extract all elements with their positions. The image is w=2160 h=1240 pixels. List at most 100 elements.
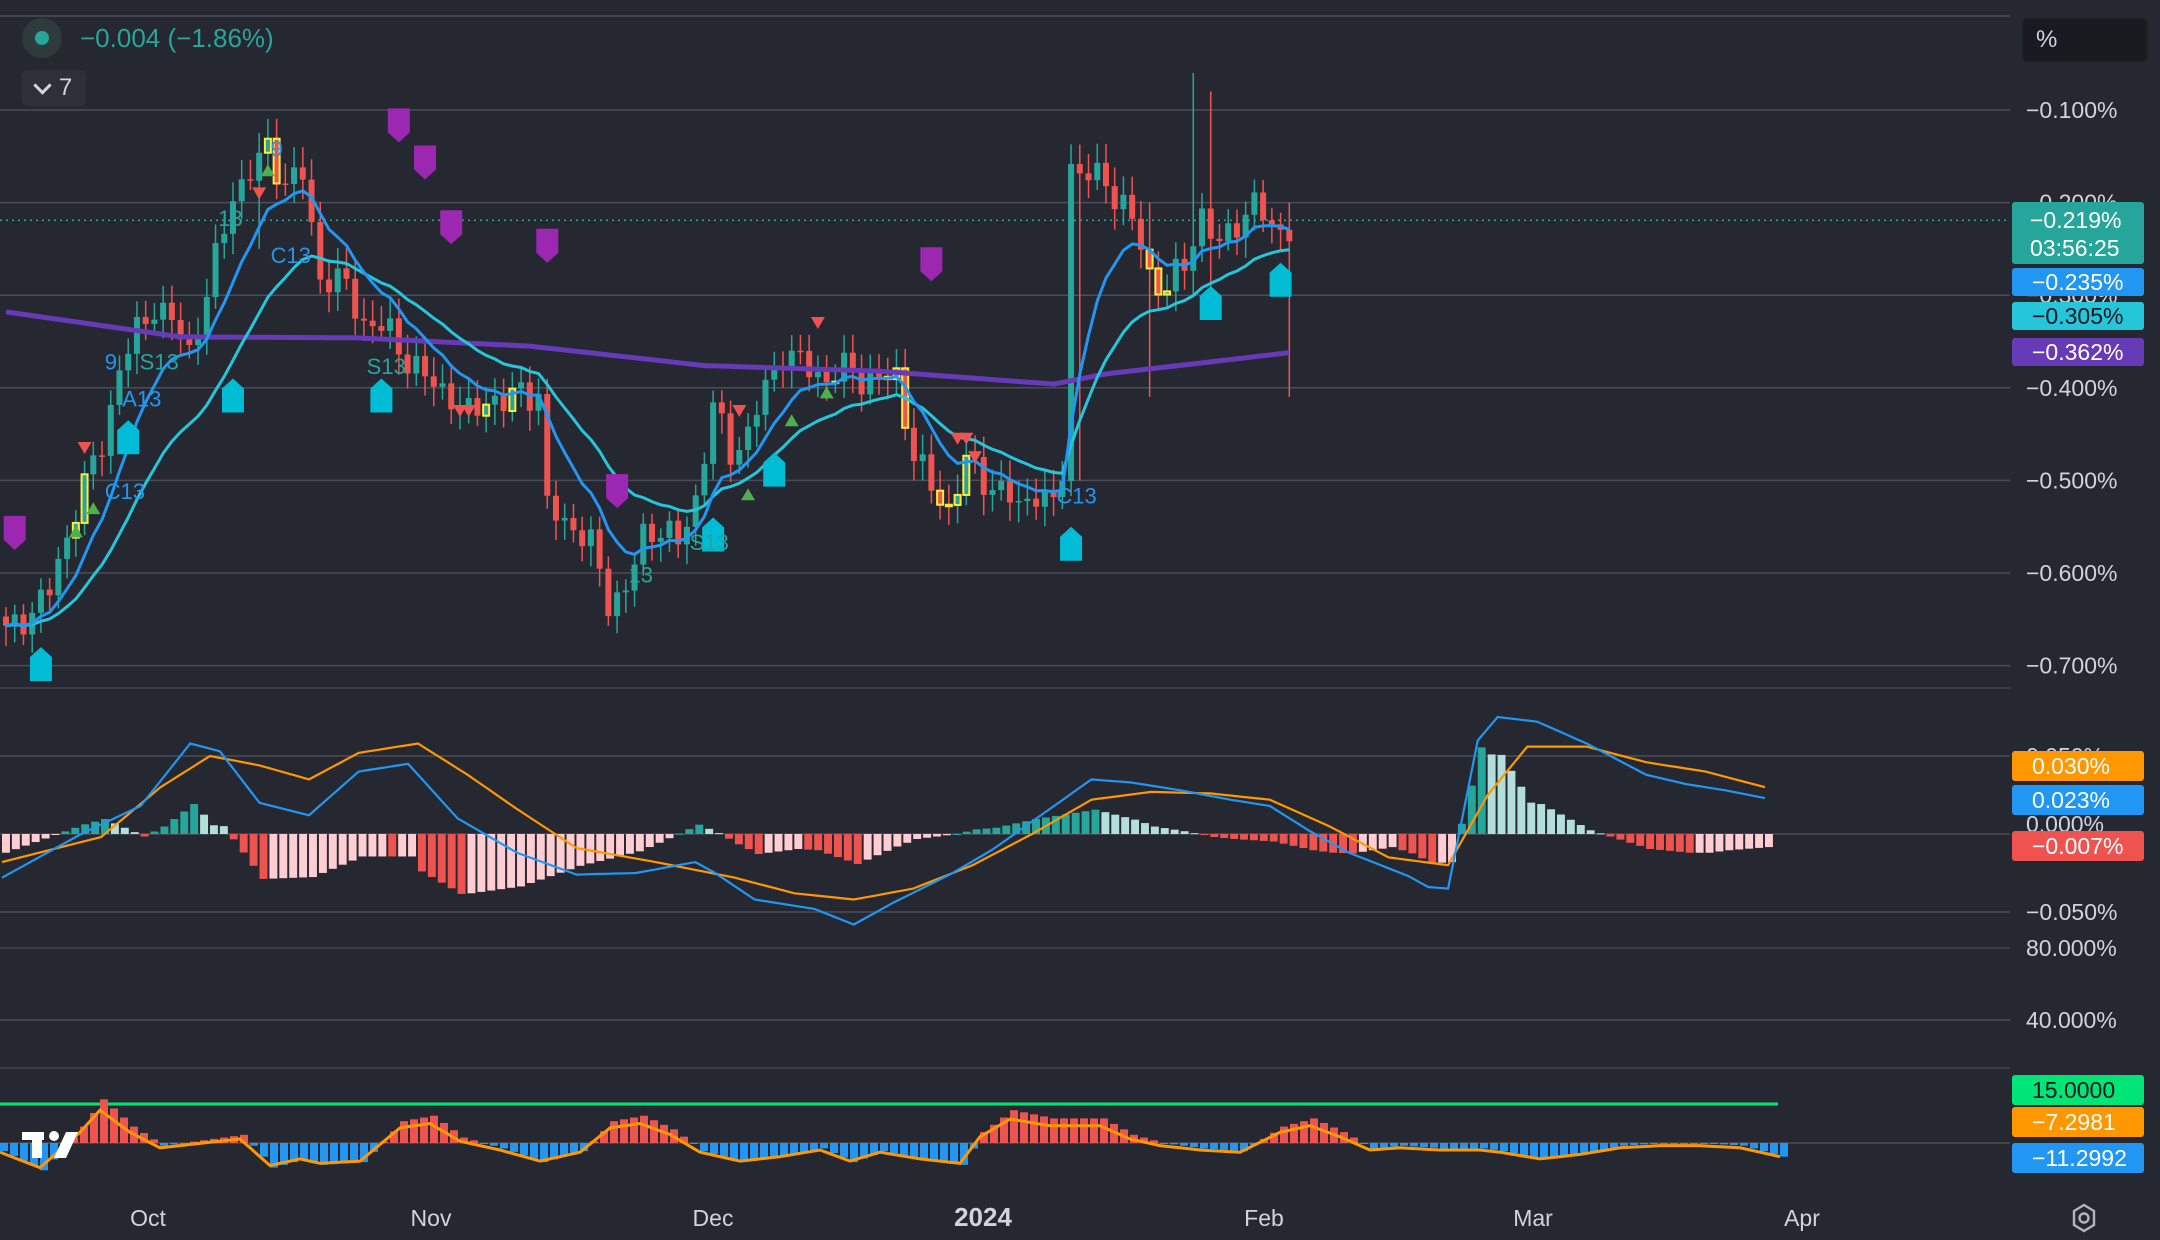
macd-histogram-bar — [853, 834, 862, 864]
macd-histogram-bar — [635, 834, 644, 852]
macd-histogram-bar — [1309, 834, 1318, 851]
momentum-bar — [960, 1143, 968, 1165]
momentum-bar — [830, 1143, 838, 1154]
momentum-bar — [0, 1143, 8, 1152]
macd-histogram-bar — [1626, 834, 1635, 843]
down-arrow-icon — [414, 145, 437, 180]
macd-histogram-bar — [1032, 819, 1040, 834]
momentum-bar — [1210, 1143, 1218, 1150]
momentum-bar — [1220, 1143, 1228, 1150]
momentum-bar — [700, 1143, 708, 1152]
macd-histogram-bar — [1646, 834, 1655, 849]
candle-body — [814, 372, 821, 378]
candle-body — [37, 589, 44, 613]
candle-body — [282, 183, 289, 185]
macd-histogram-bar — [2, 834, 10, 853]
macd-histogram-bar — [1111, 814, 1120, 834]
candle-body — [1068, 164, 1075, 481]
last-price-text: −0.219% — [2030, 207, 2121, 233]
visibility-toggle-button[interactable] — [22, 18, 62, 58]
indicators-collapse-button[interactable]: 7 — [22, 70, 86, 106]
percent-scale-button[interactable]: % — [2022, 18, 2148, 62]
candle-body — [1190, 246, 1197, 271]
macd-histogram-bar — [1121, 817, 1130, 834]
oscillator-pane: 80.000% 40.000% — [0, 935, 2117, 1033]
candle-body — [272, 137, 281, 185]
macd-histogram-bar — [1448, 834, 1456, 863]
momentum-bar — [10, 1143, 18, 1156]
macd-histogram-bar — [1002, 825, 1011, 834]
candle-body — [762, 379, 769, 415]
momentum-bar — [1640, 1143, 1648, 1145]
macd-histogram-bar — [1715, 834, 1724, 852]
momentum-bar — [1780, 1143, 1788, 1157]
macd-histogram-bar — [942, 834, 951, 836]
momentum-bar — [740, 1143, 748, 1163]
macd-histogram-bar — [11, 834, 20, 850]
momentum-bar — [390, 1131, 398, 1143]
candle-body — [570, 517, 577, 531]
momentum-bar — [1510, 1143, 1518, 1154]
macd-histogram-bar — [160, 826, 169, 834]
macd-histogram-bar — [31, 834, 40, 843]
sell-signal-marker — [920, 247, 943, 282]
badge-bg — [2012, 831, 2144, 861]
momentum-line — [0, 1108, 1781, 1170]
macd-histogram-bar — [1665, 834, 1674, 851]
momentum-bar — [1420, 1143, 1428, 1148]
momentum-bar — [1490, 1143, 1498, 1150]
macd-histogram-bar — [180, 811, 189, 834]
momentum-bar — [150, 1139, 158, 1143]
candle-body — [1111, 186, 1118, 210]
macd-histogram-bar — [1101, 812, 1110, 834]
momentum-bar — [940, 1143, 948, 1163]
momentum-bar — [1180, 1143, 1188, 1146]
macd-histogram-bar — [338, 834, 347, 865]
momentum-bar — [1550, 1143, 1558, 1159]
macd-histogram-bar — [447, 834, 456, 889]
candle-body — [186, 339, 193, 345]
momentum-bar — [1450, 1143, 1458, 1149]
macd-histogram-bar — [695, 824, 704, 834]
candle-body — [797, 350, 804, 353]
macd-histogram-bar — [675, 833, 684, 835]
settings-gear-icon[interactable] — [2068, 1202, 2100, 1234]
candle-body — [80, 473, 89, 524]
momentum-bar — [1470, 1143, 1478, 1149]
momentum-bar — [270, 1143, 278, 1168]
momentum-bar — [730, 1143, 738, 1160]
macd-histogram-bar — [1249, 834, 1258, 841]
annotation-label: S13 — [140, 349, 179, 374]
red-triangle-icon — [732, 404, 747, 417]
candle-body — [369, 320, 376, 327]
macd-histogram-bar — [1051, 815, 1060, 834]
momentum-bar — [650, 1120, 658, 1143]
macd-histogram-bar — [1616, 834, 1625, 840]
momentum-bar — [920, 1143, 928, 1160]
momentum-bar — [1600, 1143, 1608, 1150]
candle-body — [1216, 238, 1223, 242]
candle-body — [378, 326, 385, 331]
macd-histogram-bar — [843, 834, 852, 861]
momentum-bar — [810, 1143, 818, 1151]
candle-body — [631, 564, 638, 591]
momentum-bar — [840, 1143, 848, 1158]
macd-histogram-bar — [1755, 834, 1764, 848]
candle-body — [3, 616, 9, 626]
momentum-bar — [170, 1143, 178, 1145]
momentum-bar — [480, 1143, 488, 1144]
macd-histogram-bar — [1656, 834, 1664, 850]
momentum-bar — [680, 1136, 688, 1143]
macd-histogram-bar — [992, 827, 1001, 834]
momentum-bar — [770, 1143, 778, 1159]
candle-body — [876, 372, 882, 377]
candle-body — [1006, 480, 1013, 503]
momentum-bar — [1480, 1143, 1488, 1149]
green-triangle-icon — [741, 488, 756, 501]
candle-body — [508, 387, 517, 413]
macd-histogram-bar — [784, 834, 793, 851]
candle-body — [788, 350, 795, 369]
macd-histogram-bar — [566, 834, 575, 870]
candle-body — [465, 398, 472, 406]
